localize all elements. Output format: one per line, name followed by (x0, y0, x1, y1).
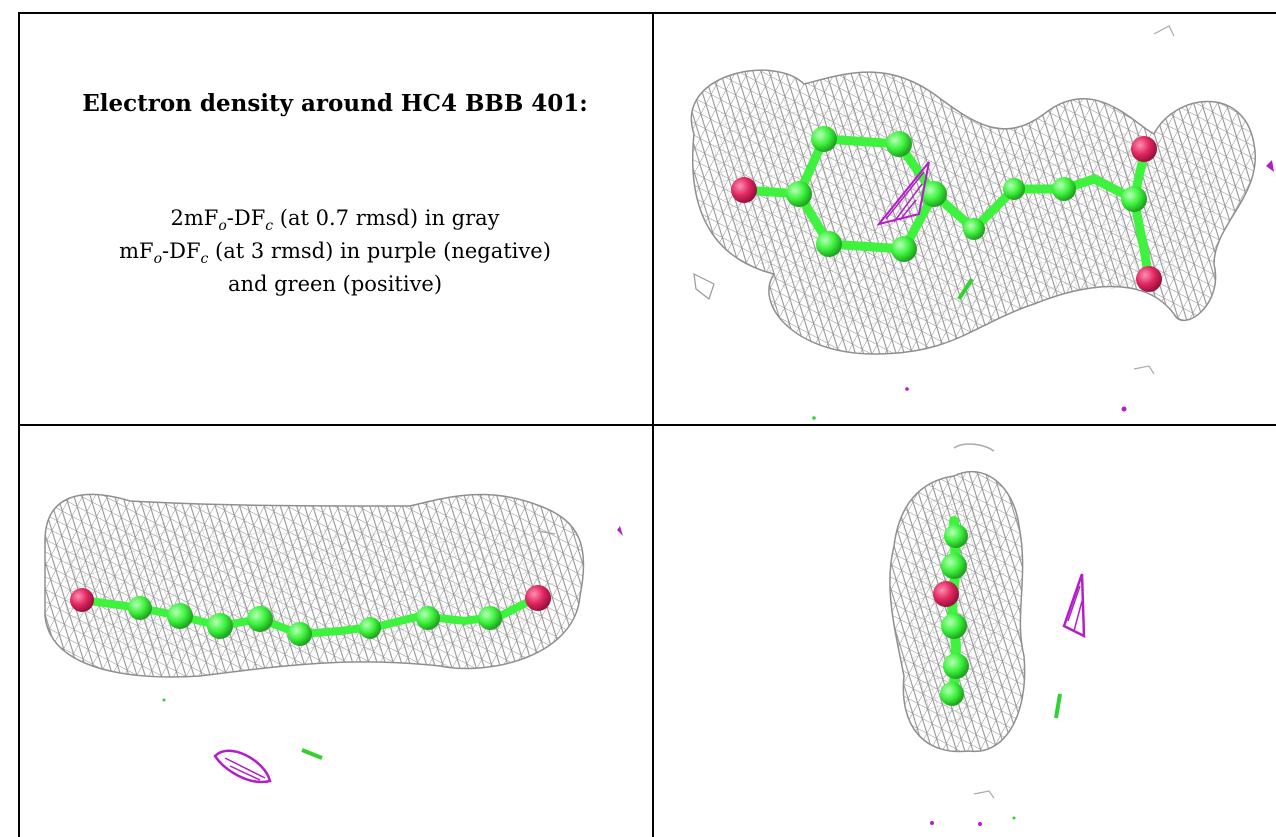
caption-line-positive: and green (positive) (227, 272, 443, 296)
caption-cell: Electron density around HC4 BBB 401: 2mF… (18, 12, 652, 424)
panel-side-view (20, 426, 652, 837)
molecule-atoms (933, 524, 969, 706)
table-top-border (18, 12, 1276, 14)
table-middle-border (18, 424, 1276, 426)
density-image-top (690, 25, 1274, 420)
molecule-atoms (70, 585, 551, 646)
positive-density-blob (957, 277, 974, 301)
panel-end-view (654, 426, 1276, 837)
molecule-atoms (731, 126, 1162, 292)
figure-table: Electron density around HC4 BBB 401: 2mF… (18, 12, 1276, 837)
panel-top-view (654, 14, 1276, 423)
positive-density-blob (1054, 693, 1062, 719)
caption-title: Electron density around HC4 BBB 401: (82, 90, 588, 117)
positive-density-blob (301, 748, 323, 760)
caption-line-fo-dfc: mFo-DFc (at 3 rmsd) in purple (negative) (119, 239, 551, 267)
negative-density-blob (213, 749, 272, 784)
caption-description: 2mFo-DFc (at 0.7 rmsd) in gray mFo-DFc (… (18, 202, 652, 301)
table-left-border (18, 12, 20, 837)
density-image-side (44, 493, 623, 784)
negative-density-blob (876, 161, 930, 226)
table-center-border (652, 12, 654, 837)
caption-line-2fo-dfc: 2mFo-DFc (at 0.7 rmsd) in gray (170, 206, 500, 234)
density-image-end (889, 443, 1086, 826)
